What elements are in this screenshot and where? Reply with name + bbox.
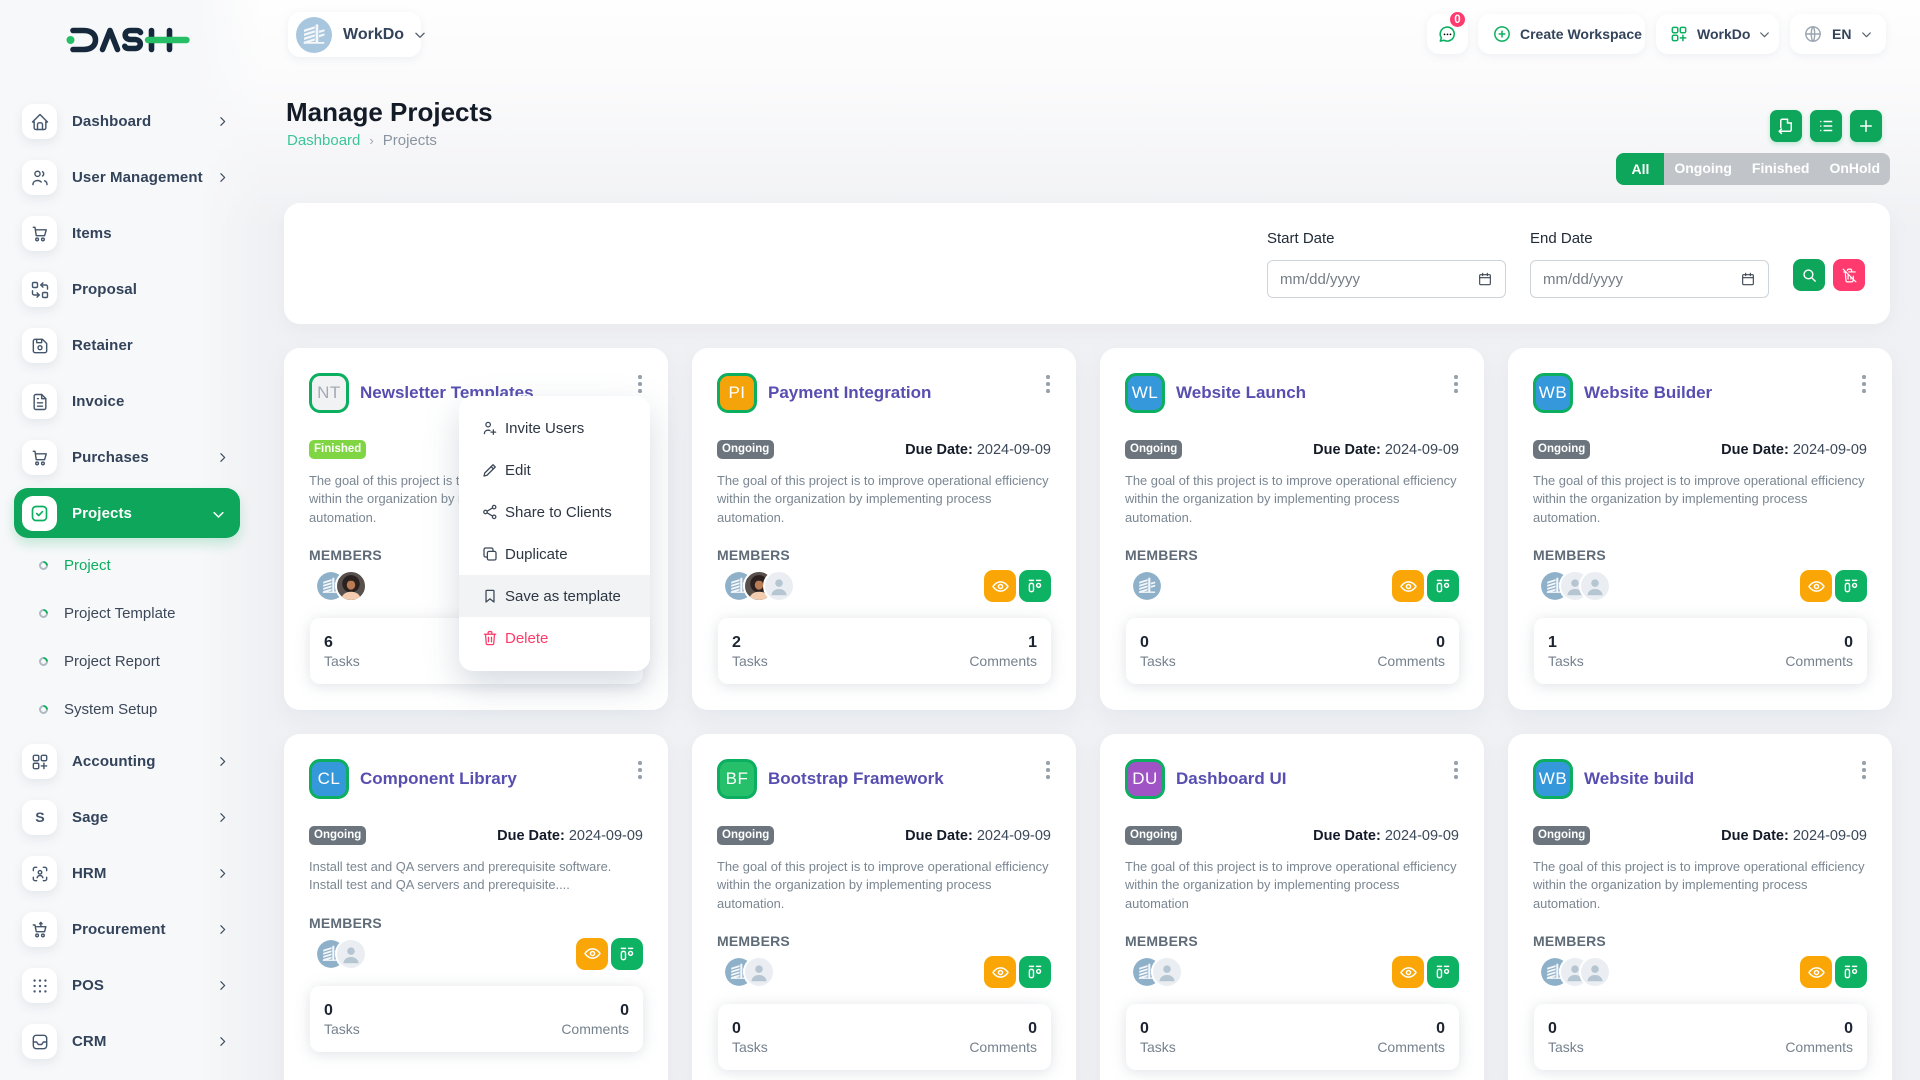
svg-text:S: S xyxy=(35,810,44,826)
